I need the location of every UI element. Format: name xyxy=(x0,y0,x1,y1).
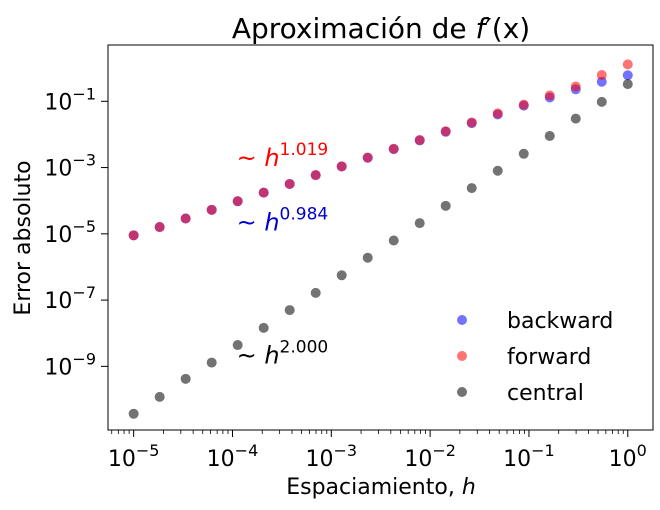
y-tick-label: 10−3 xyxy=(44,151,96,182)
point-central xyxy=(570,113,581,124)
annotations: ~ h1.019 ~ h0.984 ~ h2.000 xyxy=(237,140,329,370)
point-central xyxy=(388,235,399,246)
point-central xyxy=(128,408,139,419)
point-forward xyxy=(596,70,607,81)
point-central xyxy=(284,305,295,316)
point-central xyxy=(414,218,425,229)
point-forward xyxy=(414,134,425,145)
point-forward xyxy=(544,90,555,101)
point-forward xyxy=(258,187,269,198)
point-forward xyxy=(362,152,373,163)
point-central xyxy=(232,340,243,351)
series-backward xyxy=(128,70,633,241)
point-central xyxy=(336,270,347,281)
point-central xyxy=(154,391,165,402)
y-tick-label: 10−7 xyxy=(44,283,96,314)
point-forward xyxy=(388,143,399,154)
point-central xyxy=(622,79,633,90)
point-forward xyxy=(622,59,633,70)
plot-area xyxy=(128,59,633,419)
point-central xyxy=(544,130,555,141)
point-backward xyxy=(622,70,633,81)
series-central xyxy=(128,79,633,419)
y-axis-label: Error absoluto xyxy=(11,160,36,315)
slope-annotation: ~ h1.019 xyxy=(237,140,329,172)
point-central xyxy=(440,200,451,211)
axis-ticks: 10−5 10−4 10−3 10−2 10−1 100 10−9 10−7 10−5 10−3 1… xyxy=(44,84,646,472)
point-central xyxy=(206,357,217,368)
chart-title: Aproximación de f′(x) xyxy=(232,12,530,45)
point-central xyxy=(518,148,529,159)
point-forward xyxy=(232,196,243,207)
plot-frame xyxy=(107,44,654,431)
legend-marker-forward xyxy=(457,351,467,361)
point-forward xyxy=(570,81,581,92)
legend: backward forward central xyxy=(457,309,613,406)
x-tick-label: 10−2 xyxy=(404,441,456,472)
x-tick-label: 10−5 xyxy=(108,441,160,472)
point-central xyxy=(310,287,321,298)
series-forward xyxy=(128,59,633,241)
point-central xyxy=(466,183,477,194)
point-forward xyxy=(284,178,295,189)
point-central xyxy=(258,322,269,333)
point-forward xyxy=(128,230,139,241)
point-forward xyxy=(440,126,451,137)
point-central xyxy=(362,252,373,263)
x-axis-label: Espaciamiento, h xyxy=(286,475,476,500)
point-forward xyxy=(518,99,529,110)
point-forward xyxy=(180,213,191,224)
point-forward xyxy=(336,161,347,172)
legend-label-central: central xyxy=(507,381,584,406)
legend-marker-central xyxy=(457,387,467,397)
slope-annotation: ~ h0.984 xyxy=(237,205,329,237)
y-tick-label: 10−5 xyxy=(44,217,96,248)
x-tick-label: 10−3 xyxy=(306,441,358,472)
x-tick-label: 10−1 xyxy=(503,441,555,472)
point-central xyxy=(596,96,607,107)
point-forward xyxy=(492,108,503,119)
point-forward xyxy=(310,170,321,181)
point-central xyxy=(492,165,503,176)
point-forward xyxy=(206,204,217,215)
point-forward xyxy=(154,222,165,233)
legend-label-backward: backward xyxy=(507,309,613,334)
x-tick-label: 10−4 xyxy=(207,441,259,472)
y-tick-label: 10−1 xyxy=(44,84,96,115)
x-tick-label: 100 xyxy=(609,441,647,472)
legend-label-forward: forward xyxy=(507,345,591,370)
legend-marker-backward xyxy=(457,315,467,325)
slope-annotation: ~ h2.000 xyxy=(237,338,329,370)
point-central xyxy=(180,373,191,384)
point-forward xyxy=(466,117,477,128)
y-tick-label: 10−9 xyxy=(44,349,96,380)
